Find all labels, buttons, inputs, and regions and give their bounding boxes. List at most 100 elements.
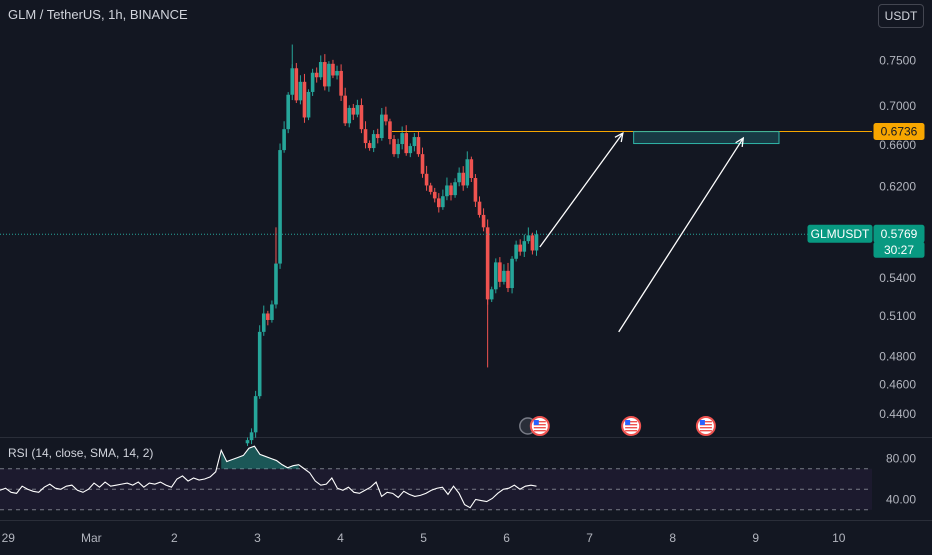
- candle-body: [457, 172, 461, 183]
- candle-body: [318, 62, 323, 78]
- candle-body: [343, 95, 347, 124]
- candle-body: [384, 114, 388, 122]
- candle-body: [518, 244, 523, 252]
- level-price-label-bg: [873, 123, 925, 141]
- candle-body: [298, 81, 303, 101]
- candle-body: [253, 396, 258, 433]
- candle-body: [388, 121, 392, 140]
- last-price-label: 0.5769: [881, 227, 918, 241]
- candle-body: [420, 154, 425, 174]
- candle-body: [465, 159, 470, 186]
- time-tick-label: 3: [254, 531, 261, 545]
- candle-body: [286, 94, 290, 130]
- price-tick-label: 0.7500: [879, 53, 916, 67]
- price-tick-label: 0.6200: [879, 180, 916, 194]
- symbol-title: GLM / TetherUS, 1h, BINANCE: [8, 7, 188, 22]
- candle-body: [359, 105, 364, 130]
- candle-body: [428, 185, 433, 192]
- flag-stripe: [625, 430, 638, 432]
- rsi-tick-label: 40.00: [886, 493, 916, 507]
- candle-body: [323, 62, 327, 87]
- candle-body: [400, 133, 404, 145]
- flag-stripe: [533, 424, 546, 426]
- price-tick-label: 0.5400: [879, 271, 916, 285]
- candle-body: [461, 172, 466, 186]
- countdown-label-bg: [873, 241, 925, 258]
- candle-body: [347, 107, 352, 124]
- flag-stripe: [533, 427, 546, 429]
- flag-stripe: [699, 427, 712, 429]
- flag-stripe: [625, 427, 638, 429]
- flag-stripe: [699, 421, 712, 423]
- price-tick-label: 0.6600: [879, 138, 916, 152]
- price-tick-label: 0.7000: [879, 99, 916, 113]
- candle-body: [477, 201, 482, 215]
- candle-body: [449, 185, 453, 196]
- candle-body: [530, 235, 535, 251]
- projection-arrowhead: [735, 136, 745, 148]
- candle-body: [469, 159, 474, 179]
- time-tick-label: 10: [832, 531, 846, 545]
- flag-stripe: [699, 430, 712, 432]
- time-tick-label: 8: [669, 531, 676, 545]
- symbol-price-label-bg: [807, 224, 873, 243]
- candle-body: [355, 105, 360, 115]
- candle-body: [510, 258, 514, 289]
- flag-canton: [699, 420, 705, 425]
- candle-body: [306, 91, 311, 118]
- candle-body: [502, 270, 506, 282]
- candle-body: [331, 63, 335, 76]
- candle-body: [371, 134, 376, 149]
- candle-body: [257, 331, 262, 397]
- projection-arrowhead: [614, 131, 624, 143]
- flag-stripe: [533, 421, 546, 423]
- candle-body: [290, 68, 295, 95]
- time-tick-label: Mar: [81, 531, 102, 545]
- time-tick-label: 7: [586, 531, 593, 545]
- countdown-label: 30:27: [884, 243, 914, 257]
- candle-body: [367, 143, 372, 149]
- candle-body: [249, 432, 254, 441]
- candle-body: [441, 196, 445, 208]
- projection-arrow: [539, 132, 624, 248]
- candle-body: [314, 72, 319, 78]
- candle-body: [282, 129, 286, 151]
- time-tick-label: 6: [503, 531, 510, 545]
- us-flag-icon: [529, 416, 550, 436]
- time-tick-label: 29: [2, 531, 16, 545]
- candle-body: [404, 133, 409, 154]
- time-tick-label: 2: [171, 531, 178, 545]
- candle-body: [375, 134, 380, 139]
- candle-body: [522, 241, 527, 252]
- candle-body: [412, 137, 417, 147]
- candle-body: [363, 129, 368, 144]
- candle-body: [351, 107, 356, 115]
- candle-body: [416, 137, 421, 155]
- candle-body: [453, 182, 457, 196]
- candle-body: [392, 139, 396, 155]
- candle-body: [396, 144, 400, 155]
- candle-body: [498, 262, 502, 282]
- candle-body: [489, 289, 494, 300]
- candle-body: [266, 313, 270, 320]
- target-zone: [633, 131, 780, 145]
- currency-button[interactable]: USDT: [878, 4, 924, 28]
- symbol-price-label: GLMUSDT: [811, 227, 870, 241]
- candle-body: [274, 263, 278, 305]
- candle-body: [445, 185, 449, 197]
- candle-body: [424, 173, 429, 186]
- level-price-label: 0.6736: [881, 125, 918, 139]
- candle-body: [436, 198, 441, 208]
- rsi-line: [0, 445, 537, 509]
- rsi-title: RSI (14, close, SMA, 14, 2): [8, 446, 154, 460]
- candle-body: [270, 304, 274, 320]
- candle-body: [481, 214, 486, 228]
- price-tick-label: 0.4400: [879, 407, 916, 421]
- candle-body: [335, 70, 339, 76]
- projection-arrow: [618, 137, 744, 333]
- flag-canton: [533, 420, 539, 425]
- rsi-tick-label: 80.00: [886, 452, 916, 466]
